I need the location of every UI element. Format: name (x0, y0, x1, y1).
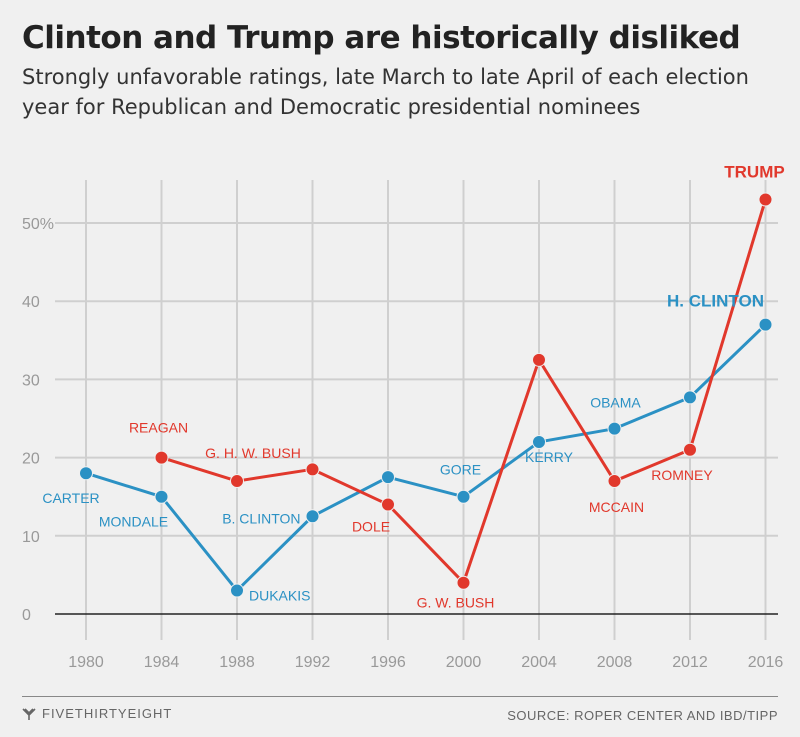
democratic-data-point (381, 470, 395, 485)
republican-data-point (305, 462, 320, 477)
democratic-point-label: MONDALE (99, 514, 168, 530)
republican-point-label: G. W. BUSH (417, 595, 495, 611)
republican-point-label: G. H. W. BUSH (205, 445, 301, 461)
line-chart: 0 10 20 30 40 50% 1980 1984 1988 1992 1996 2000 2004… (22, 163, 785, 671)
democratic-data-point (154, 489, 169, 504)
footer-logo-text: FIVETHIRTYEIGHT (42, 706, 173, 721)
democratic-data-point (532, 434, 546, 449)
y-tick-label: 20 (22, 451, 40, 468)
republican-point-label: ROMNEY (651, 467, 713, 483)
republican-data-point (154, 450, 169, 465)
footer-source: SOURCE: ROPER CENTER AND IBD/TIPP (507, 708, 778, 723)
x-tick-label: 1980 (68, 654, 104, 671)
republican-data-point (683, 442, 697, 457)
x-tick-label: 1984 (144, 654, 180, 671)
x-tick-label: 1996 (370, 654, 406, 671)
republican-point-label: DOLE (352, 519, 390, 535)
x-tick-label: 1988 (219, 654, 255, 671)
democratic-point-label: KERRY (525, 449, 574, 465)
republican-point-label: TRUMP (724, 163, 784, 182)
democratic-data-point (456, 489, 471, 504)
x-tick-label: 2004 (521, 654, 557, 671)
democratic-point-label: B. CLINTON (222, 510, 300, 526)
y-tick-label: 10 (22, 529, 40, 546)
republican-data-point (456, 575, 471, 590)
democratic-point-label: GORE (440, 462, 481, 478)
y-tick-label: 30 (22, 372, 40, 389)
republican-point-label: REAGAN (129, 420, 188, 436)
democratic-point-label: H. CLINTON (667, 292, 764, 311)
republican-data-point (532, 352, 546, 367)
democratic-data-point (305, 509, 320, 524)
chart-title: Clinton and Trump are historically disli… (22, 20, 741, 56)
democratic-data-point (79, 466, 93, 481)
democratic-series-line (85, 323, 767, 593)
footer-divider (22, 696, 778, 697)
democratic-point-label: OBAMA (590, 395, 641, 411)
chart-subtitle: Strongly unfavorable ratings, late March… (22, 65, 749, 119)
x-tick-label: 2008 (597, 654, 633, 671)
republican-data-point (758, 192, 773, 207)
fivethirtyeight-logo-icon (22, 707, 36, 720)
democratic-data-point (230, 583, 244, 598)
footer-logo: FIVETHIRTYEIGHT (22, 706, 172, 721)
x-tick-label: 2000 (446, 654, 482, 671)
republican-data-point (230, 474, 244, 489)
republican-point-label: MCCAIN (589, 499, 644, 515)
democratic-data-point (683, 390, 697, 405)
x-tick-label: 1992 (295, 654, 331, 671)
democratic-point-label: DUKAKIS (249, 588, 310, 604)
democratic-data-point (758, 317, 773, 332)
republican-data-point (607, 474, 622, 489)
x-tick-label: 2016 (748, 654, 784, 671)
y-tick-label: 40 (22, 294, 40, 311)
y-tick-label: 50% (22, 216, 54, 233)
y-tick-label: 0 (22, 607, 31, 624)
democratic-point-label: CARTER (42, 490, 99, 506)
democratic-data-point (607, 421, 622, 436)
republican-data-point (381, 497, 395, 512)
x-tick-label: 2012 (672, 654, 708, 671)
